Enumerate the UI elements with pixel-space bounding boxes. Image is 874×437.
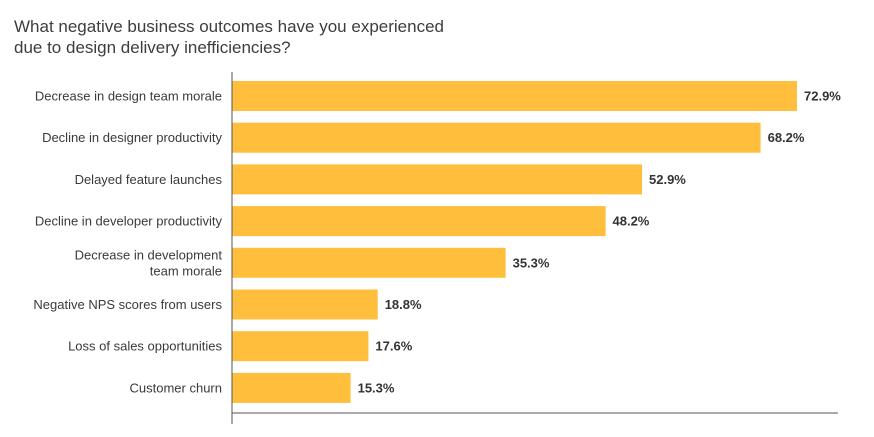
value-label-4: 35.3% — [513, 255, 550, 270]
bar-6 — [232, 331, 369, 362]
category-label-3: Decline in developer productivity — [35, 214, 223, 229]
category-label-5: Negative NPS scores from users — [33, 297, 222, 312]
chart-title-line-1: What negative business outcomes have you… — [14, 17, 444, 36]
bar-1 — [232, 122, 761, 153]
category-label-6: Loss of sales opportunities — [68, 339, 222, 354]
bars-layer — [232, 81, 797, 403]
value-label-2: 52.9% — [649, 172, 686, 187]
value-label-3: 48.2% — [613, 214, 650, 229]
category-label-0: Decrease in design team morale — [35, 89, 222, 104]
bar-7 — [232, 372, 351, 403]
category-label-1: Decline in designer productivity — [42, 130, 222, 145]
bar-0 — [232, 81, 797, 111]
category-label-4-line-1: team morale — [150, 263, 222, 278]
value-label-0: 72.9% — [804, 89, 841, 104]
value-label-7: 15.3% — [358, 380, 395, 395]
category-label-2: Delayed feature launches — [75, 172, 223, 187]
category-label-4-line-0: Decrease in development — [75, 247, 223, 262]
value-labels: 72.9% 68.2% 52.9% 48.2% 35.3% 18.8% 17.6% 15.3% — [358, 89, 842, 396]
value-label-1: 68.2% — [768, 130, 805, 145]
chart-title-line-2: due to design delivery inefficiencies? — [14, 38, 291, 57]
bar-5 — [232, 289, 378, 320]
bar-4 — [232, 247, 506, 278]
value-label-5: 18.8% — [385, 297, 422, 312]
bar-3 — [232, 206, 606, 237]
category-labels: Decrease in design team morale Decline in… — [33, 89, 222, 396]
category-label-7: Customer churn — [130, 380, 222, 395]
chart-title: What negative business outcomes have you… — [14, 16, 574, 58]
bar-2 — [232, 164, 642, 195]
value-label-6: 17.6% — [375, 339, 412, 354]
